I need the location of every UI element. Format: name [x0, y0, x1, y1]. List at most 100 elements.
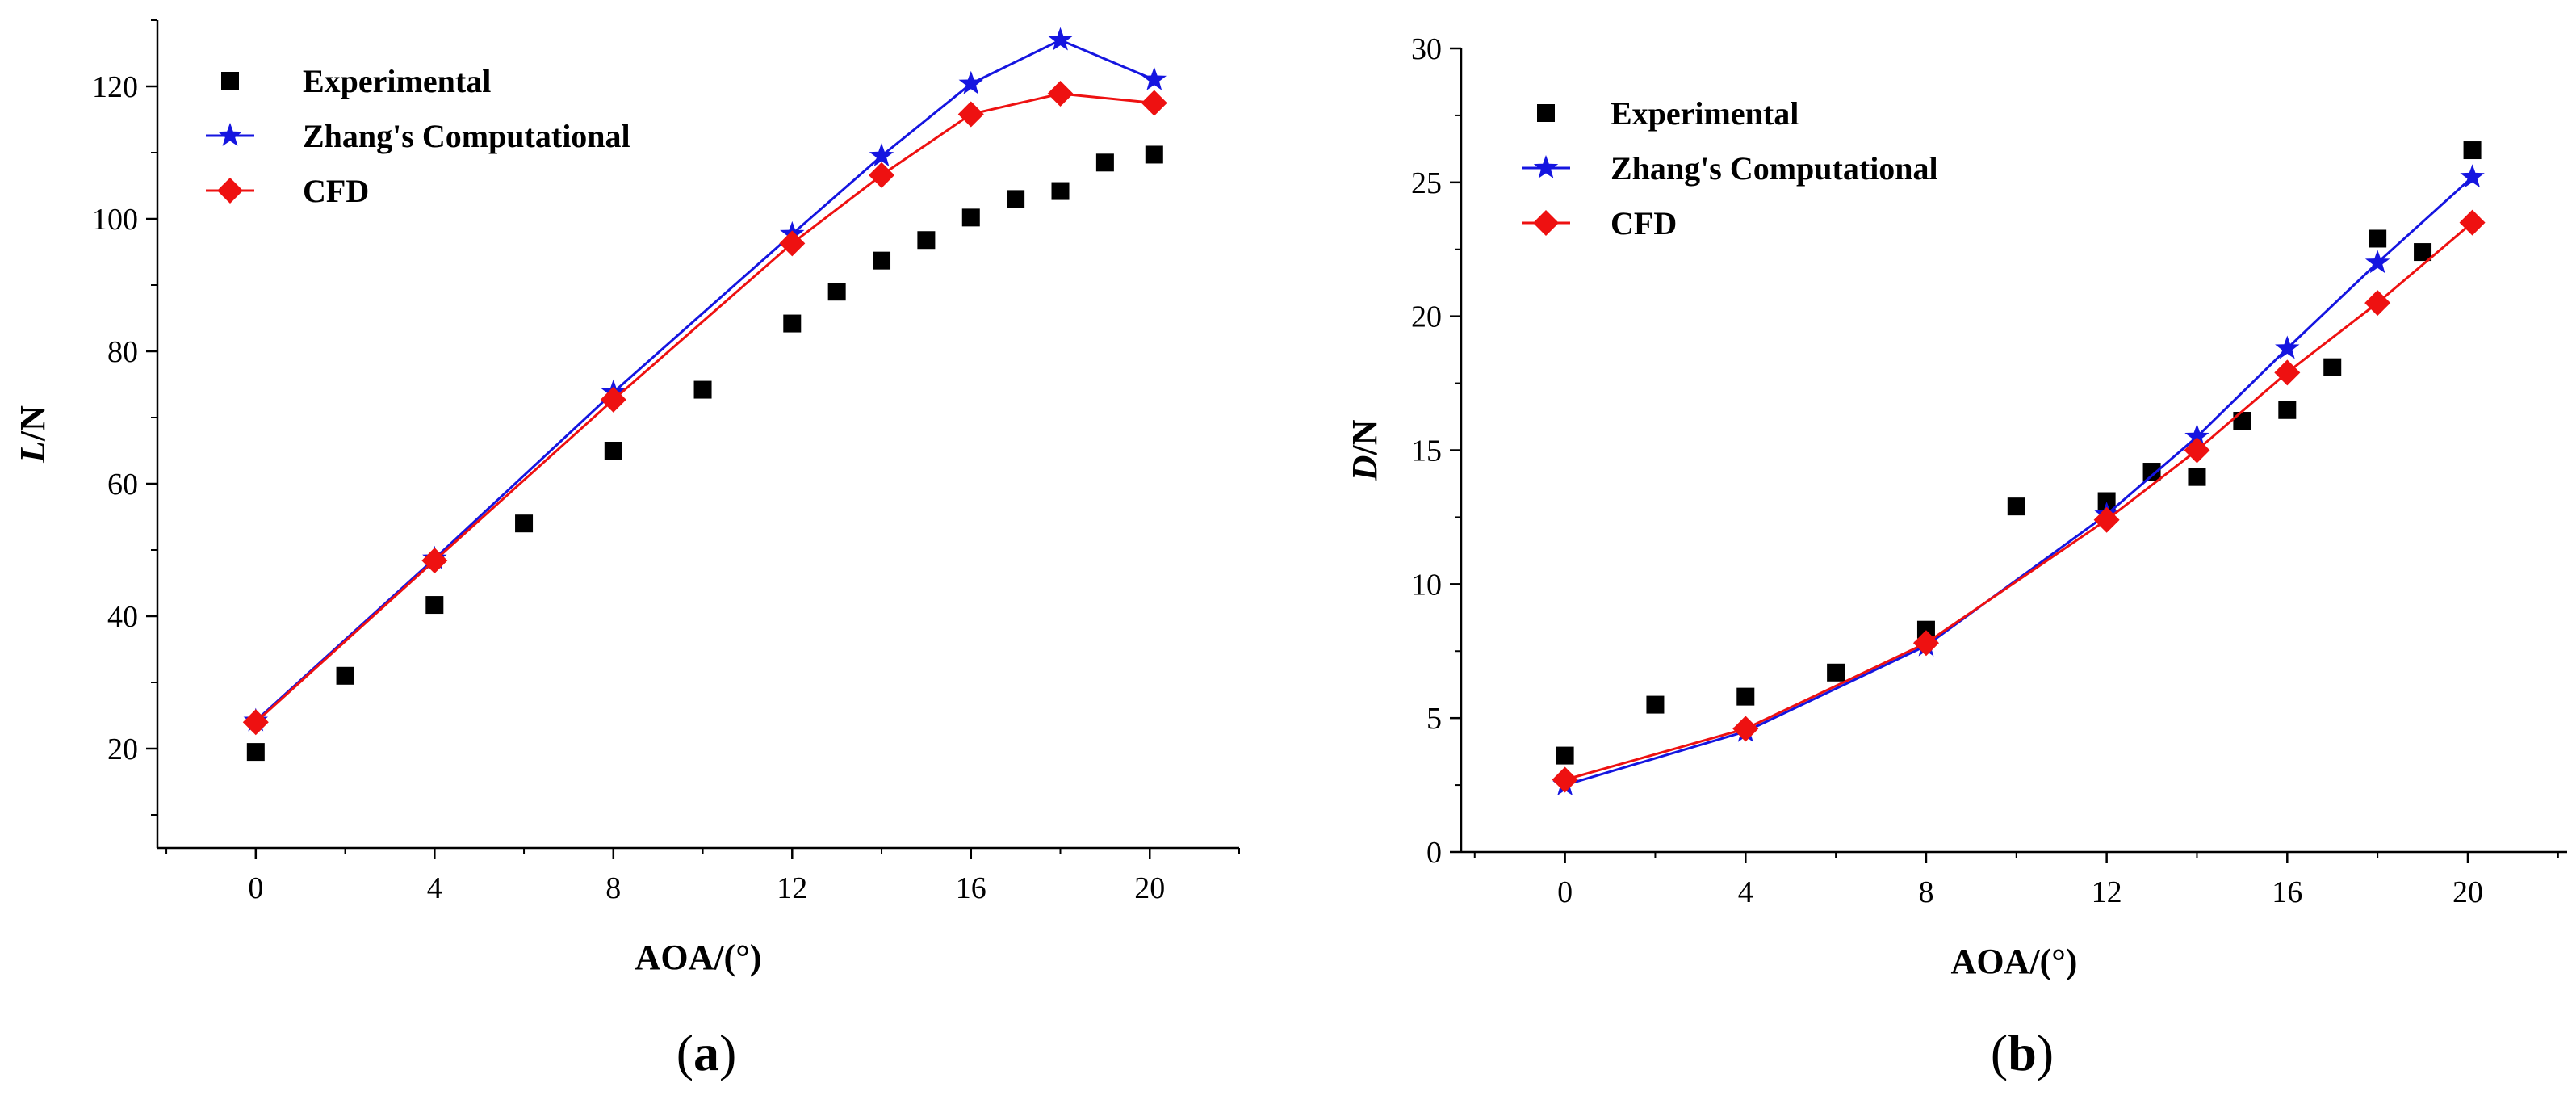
chart-b-y-axis-variable: D	[1345, 455, 1384, 482]
chart-b-experimental-point	[2278, 401, 2297, 419]
chart-a-y-axis-title: L/N	[13, 405, 52, 464]
chart-a-y-axis-variable: L	[13, 441, 52, 464]
chart-a-zhang-s-computational-point	[1048, 27, 1073, 51]
chart-b-experimental-point	[2097, 492, 2116, 510]
chart-a-y-tick-label: 20	[107, 732, 138, 766]
chart-b-y-tick-label: 25	[1411, 166, 1442, 200]
chart-a-x-tick-label: 12	[777, 871, 807, 905]
chart-b-panel-letter: b	[2008, 1024, 2037, 1081]
chart-b-legend-cfd-label: CFD	[1611, 205, 1677, 241]
chart-a-experimental-point	[783, 314, 802, 333]
chart-a-cfd-line	[254, 92, 1154, 724]
chart-a-legend-cfd-marker	[217, 178, 243, 204]
chart-b-cfd-point	[2184, 437, 2210, 464]
chart-a-experimental-point	[1095, 153, 1114, 172]
chart-b-y-tick-label: 10	[1411, 568, 1442, 602]
chart-b-cfd-point	[2274, 359, 2301, 386]
chart-a-experimental-point	[246, 743, 265, 762]
chart-a-experimental-point	[1145, 145, 1163, 164]
chart-a-x-tick-label: 0	[248, 871, 263, 905]
chart-a-y-axis-unit: /N	[13, 405, 52, 442]
chart-b-y-tick-label: 5	[1426, 702, 1442, 736]
chart-a-panel-open: (	[676, 1024, 693, 1081]
chart-a-experimental-point	[604, 442, 622, 460]
chart-b-zhang-s-computational-point	[2275, 335, 2300, 359]
chart-a-experimental-point	[827, 283, 846, 301]
chart-a-legend-experimental-label: Experimental	[303, 63, 491, 99]
chart-b-experimental-point	[2369, 229, 2387, 248]
chart-a-series-experimental	[246, 145, 1163, 762]
chart-b-y-tick-label: 30	[1411, 32, 1442, 66]
chart-b-zhang-s-computational-line	[1564, 176, 2473, 787]
chart-a-y-tick-label: 120	[92, 70, 138, 104]
chart-b-experimental-point	[1827, 663, 1845, 682]
chart-a-y-tick-label: 80	[107, 335, 138, 369]
chart-b-experimental-point	[1646, 695, 1665, 714]
chart-b-y-tick-label: 20	[1411, 300, 1442, 334]
chart-a-zhang-s-computational-point	[1141, 66, 1167, 90]
chart-b-experimental-point	[2142, 463, 2161, 481]
chart-b-experimental-point	[1736, 687, 1755, 706]
chart-a-legend: Experimental Zhang's Computational CFD	[206, 63, 630, 209]
chart-a-experimental-point	[515, 514, 534, 533]
chart-b-y-tick-label: 15	[1411, 434, 1442, 468]
chart-a-legend-cfd-label: CFD	[303, 173, 369, 209]
chart-a-panel-letter: a	[693, 1024, 719, 1081]
chart-b-zhang-s-computational-point	[2184, 423, 2209, 447]
chart-b-cfd-point	[2093, 506, 2120, 533]
chart-b-experimental-point	[2233, 412, 2251, 430]
chart-a-y-tick-label: 40	[107, 600, 138, 634]
chart-a-series-cfd	[242, 81, 1167, 736]
chart-b-series-zhang-s-computational	[1552, 164, 2485, 795]
chart-a-legend-zhang-s-computational-label: Zhang's Computational	[303, 118, 630, 154]
chart-b-experimental-point	[2414, 243, 2432, 262]
chart-a-y-tick-label: 100	[92, 203, 138, 237]
chart-b-series-cfd	[1552, 209, 2486, 793]
chart-b-experimental-point	[1916, 620, 1935, 639]
chart-a-zhang-s-computational-line	[254, 38, 1155, 722]
chart-b-x-tick-label: 20	[2452, 875, 2483, 909]
chart-b: 0 4 8 12 16 20 0 5 10 15 20 25 30 Experimental Zhang's…	[1345, 32, 2567, 1081]
chart-a-zhang-s-computational-point	[958, 70, 983, 94]
chart-a-x-tick-label: 4	[427, 871, 442, 905]
chart-b-cfd-line	[1564, 221, 2473, 781]
chart-a-cfd-point	[242, 709, 269, 736]
chart-b-legend-experimental-marker	[1537, 104, 1555, 122]
chart-a-cfd-point	[1047, 81, 1074, 107]
chart-a-x-axis-title: AOA/(°)	[635, 938, 762, 977]
chart-b-zhang-s-computational-point	[2364, 250, 2390, 274]
chart-a-cfd-point	[869, 162, 895, 188]
chart-a-experimental-point	[336, 666, 354, 685]
chart-a-cfd-point	[1141, 90, 1167, 116]
chart-b-panel-label: (b)	[1991, 1024, 2054, 1081]
chart-b-y-axis-unit: /N	[1345, 419, 1384, 455]
chart-a-cfd-point	[779, 230, 806, 257]
chart-a-cfd-point	[600, 386, 626, 413]
chart-b-legend-zhang-s-computational-marker	[1533, 155, 1559, 178]
chart-b-x-tick-label: 16	[2272, 875, 2302, 909]
chart-b-y-tick-label: 0	[1426, 836, 1442, 870]
chart-b-cfd-point	[1552, 766, 1578, 793]
chart-a: 0 4 8 12 16 20 20 40 60 80 100 120 Experimental Zhang…	[13, 19, 1240, 1081]
chart-a-legend-zhang-s-computational-marker	[217, 123, 243, 146]
chart-b-x-tick-label: 8	[1918, 875, 1933, 909]
chart-a-experimental-point	[425, 596, 444, 615]
chart-b-cfd-point	[2364, 290, 2391, 317]
chart-a-x-tick-label: 20	[1134, 871, 1165, 905]
chart-b-experimental-point	[2188, 468, 2206, 486]
chart-b-zhang-s-computational-point	[2460, 164, 2485, 188]
chart-a-legend-experimental-marker	[221, 72, 239, 90]
chart-a-x-tick-label: 8	[605, 871, 621, 905]
chart-b-x-tick-label: 12	[2092, 875, 2122, 909]
chart-b-y-axis-title: D/N	[1345, 419, 1384, 481]
chart-b-series-experimental	[1556, 141, 2482, 765]
chart-b-experimental-point	[2463, 141, 2482, 160]
chart-a-panel-label: (a)	[676, 1024, 737, 1081]
chart-a-experimental-point	[1051, 182, 1070, 200]
chart-a-x-tick-label: 16	[956, 871, 986, 905]
chart-b-legend-zhang-s-computational-label: Zhang's Computational	[1611, 150, 1938, 187]
chart-a-cfd-point	[421, 548, 448, 574]
chart-a-experimental-point	[873, 251, 891, 270]
chart-b-cfd-point	[1912, 630, 1939, 657]
